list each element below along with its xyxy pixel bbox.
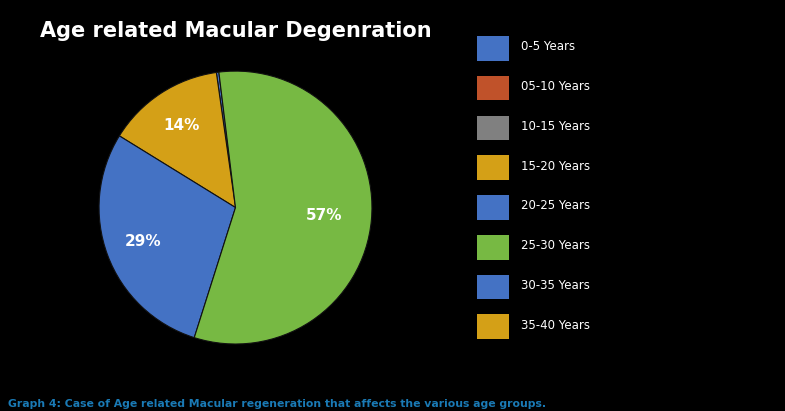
- Bar: [477, 115, 509, 140]
- Text: 14%: 14%: [163, 118, 200, 133]
- Text: 10-15 Years: 10-15 Years: [521, 120, 590, 133]
- Text: 15-20 Years: 15-20 Years: [521, 160, 590, 173]
- Bar: [477, 155, 509, 180]
- Text: Graph 4: Case of Age related Macular regeneration that affects the various age g: Graph 4: Case of Age related Macular reg…: [8, 399, 546, 409]
- Text: 05-10 Years: 05-10 Years: [521, 80, 590, 93]
- Bar: [477, 76, 509, 100]
- Bar: [477, 195, 509, 220]
- Text: 29%: 29%: [125, 234, 162, 249]
- Text: 57%: 57%: [305, 208, 342, 223]
- Wedge shape: [99, 136, 236, 337]
- Wedge shape: [119, 72, 236, 208]
- Text: 35-40 Years: 35-40 Years: [521, 319, 590, 332]
- Text: Age related Macular Degenration: Age related Macular Degenration: [40, 21, 431, 41]
- Text: 20-25 Years: 20-25 Years: [521, 199, 590, 212]
- Text: 0-5 Years: 0-5 Years: [521, 40, 575, 53]
- Text: 25-30 Years: 25-30 Years: [521, 239, 590, 252]
- Text: 30-35 Years: 30-35 Years: [521, 279, 590, 292]
- Bar: [477, 314, 509, 339]
- Bar: [477, 275, 509, 299]
- Bar: [477, 235, 509, 259]
- Wedge shape: [194, 71, 372, 344]
- Wedge shape: [217, 72, 236, 208]
- Bar: [477, 36, 509, 60]
- Text: 0%: 0%: [202, 40, 228, 55]
